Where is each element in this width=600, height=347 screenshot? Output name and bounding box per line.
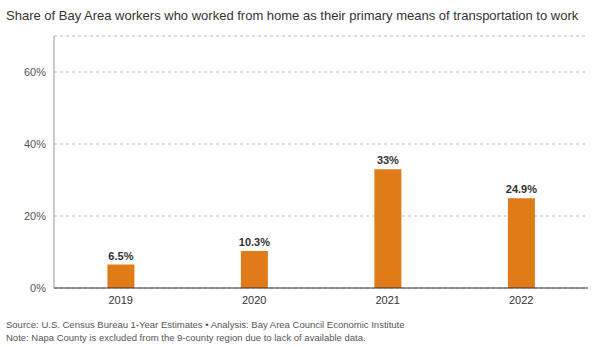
svg-text:24.9%: 24.9% [506,183,537,195]
svg-text:2022: 2022 [509,294,533,306]
html-text:Source: U.S. Census Bureau 1-Y: Source: U.S. Census Bureau 1-Year Estima… [6,319,405,330]
html-text:Share of Bay Area workers who: Share of Bay Area workers who worked fro… [6,8,579,23]
svg-text:33%: 33% [377,154,399,166]
svg-text:2020: 2020 [242,294,266,306]
html-text:Note: Napa County is excluded: Note: Napa County is excluded from the 9… [6,332,366,343]
svg-text:0%: 0% [30,282,46,294]
svg-text:40%: 40% [24,138,46,150]
svg-text:20%: 20% [24,210,46,222]
svg-text:60%: 60% [24,66,46,78]
svg-text:2019: 2019 [109,294,133,306]
svg-text:10.3%: 10.3% [239,236,270,248]
svg-text:6.5%: 6.5% [108,250,133,262]
svg-text:2021: 2021 [376,294,400,306]
